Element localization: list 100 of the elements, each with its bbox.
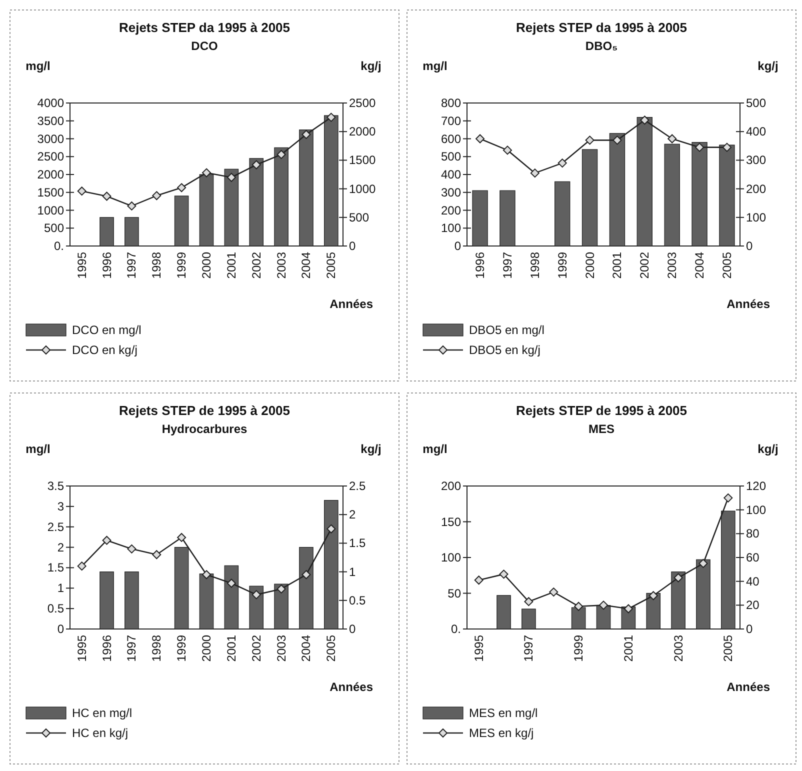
y2-axis-title: kg/j [360, 59, 382, 73]
y2-tick-label: 40 [746, 574, 760, 588]
legend-label: DBO5 en kg/j [469, 343, 540, 357]
legend-label: MES en kg/j [469, 726, 534, 740]
x-tick-label: 1998 [528, 252, 542, 279]
chart-title: Rejets STEP da 1995 à 2005 [516, 20, 688, 35]
chart-subtitle: DCO [191, 39, 218, 53]
y-tick-label: 400 [440, 168, 462, 182]
y-tick-label: 2000 [37, 168, 64, 182]
point [302, 130, 311, 139]
point [524, 597, 534, 606]
chart-subtitle: MES [588, 422, 615, 436]
point [326, 112, 336, 122]
point [599, 600, 608, 610]
y2-tick-label: 2.5 [349, 479, 366, 493]
x-tick-label: 2002 [638, 252, 652, 279]
y-tick-label: 0. [54, 239, 64, 253]
point [252, 160, 261, 170]
x-axis-title: Années [726, 680, 770, 694]
y-tick-label: 100 [440, 221, 462, 236]
y-tick-label: 600 [440, 132, 462, 146]
y-axis-title: mg/l [422, 59, 448, 73]
point [202, 168, 211, 178]
x-tick-label: 2005 [324, 252, 338, 279]
legend-label: DCO en kg/j [72, 343, 138, 357]
x-axis-title: Années [330, 680, 374, 694]
y-tick-label: 1.5 [47, 560, 64, 575]
point [612, 136, 622, 145]
legend-label: MES en mg/l [469, 706, 538, 720]
y-tick-label: 0.5 [47, 602, 64, 616]
x-tick-label: 1995 [74, 634, 89, 662]
y2-tick-label: 0 [746, 239, 753, 253]
point [722, 142, 732, 152]
x-tick-label: 1997 [124, 252, 139, 279]
point [202, 570, 211, 580]
y-tick-label: 200 [440, 479, 462, 493]
y-tick-label: 2.5 [47, 520, 64, 534]
y2-tick-label: 0 [349, 239, 356, 253]
x-tick-label: 2005 [324, 634, 338, 662]
x-tick-label: 1996 [100, 252, 114, 279]
x-tick-label: 1998 [150, 634, 164, 662]
y-tick-label: 0. [450, 622, 461, 636]
chart-title: Rejets STEP da 1995 à 2005 [118, 20, 290, 35]
x-tick-label: 2001 [610, 252, 624, 279]
y-tick-label: 1000 [37, 203, 64, 218]
x-tick-label: 2000 [582, 252, 597, 279]
legend-label: HC en kg/j [72, 726, 128, 740]
point [326, 524, 336, 534]
y-tick-label: 2 [57, 540, 64, 554]
point [276, 150, 286, 159]
x-tick-label: 2003 [671, 634, 686, 662]
x-tick-label: 1996 [473, 252, 488, 279]
point [152, 191, 162, 200]
y-tick-label: 2500 [37, 150, 64, 164]
x-tick-label: 1999 [174, 252, 189, 279]
x-tick-label: 1997 [500, 252, 514, 279]
chart-subtitle: Hydrocarbures [162, 422, 248, 436]
x-tick-label: 1995 [472, 634, 486, 662]
point [252, 590, 261, 600]
x-tick-label: 2003 [274, 252, 288, 279]
y-axis-title: mg/l [26, 59, 50, 73]
x-tick-label: 2002 [249, 252, 264, 279]
y-tick-label: 500 [44, 221, 64, 236]
point [624, 604, 633, 614]
point [724, 493, 733, 502]
x-tick-label: 1999 [174, 634, 189, 662]
y-axis-title: mg/l [26, 442, 50, 456]
point [530, 168, 540, 178]
point [695, 142, 704, 152]
y-tick-label: 50 [448, 586, 462, 600]
y2-tick-label: 200 [746, 182, 766, 196]
point [674, 573, 683, 582]
y2-tick-label: 1.5 [349, 536, 366, 550]
point [302, 570, 311, 580]
point [574, 602, 584, 611]
y2-tick-label: 100 [746, 210, 766, 224]
y2-tick-label: 20 [746, 598, 760, 612]
point [177, 532, 186, 542]
x-tick-label: 2004 [692, 252, 707, 279]
x-tick-label: 1999 [572, 634, 586, 662]
y-tick-label: 3.5 [47, 479, 64, 493]
y2-tick-label: 400 [746, 124, 766, 139]
point [127, 544, 136, 554]
y-tick-label: 500 [440, 150, 462, 164]
y-tick-label: 1500 [37, 185, 64, 200]
y-tick-label: 300 [440, 185, 462, 200]
x-tick-label: 2001 [224, 634, 238, 662]
legend-label: DBO5 en mg/l [469, 323, 544, 337]
y-tick-label: 4000 [37, 96, 64, 110]
chart-title: Rejets STEP de 1995 à 2005 [118, 403, 290, 418]
x-tick-label: 2005 [720, 252, 734, 279]
x-tick-label: 2002 [249, 634, 264, 662]
x-tick-label: 2001 [621, 634, 636, 662]
x-tick-label: 2000 [200, 634, 214, 662]
y-tick-label: 700 [440, 114, 462, 128]
point [640, 116, 650, 125]
x-tick-label: 1995 [74, 252, 89, 279]
x-tick-label: 2004 [299, 634, 314, 662]
point [502, 146, 512, 155]
point [549, 588, 558, 597]
